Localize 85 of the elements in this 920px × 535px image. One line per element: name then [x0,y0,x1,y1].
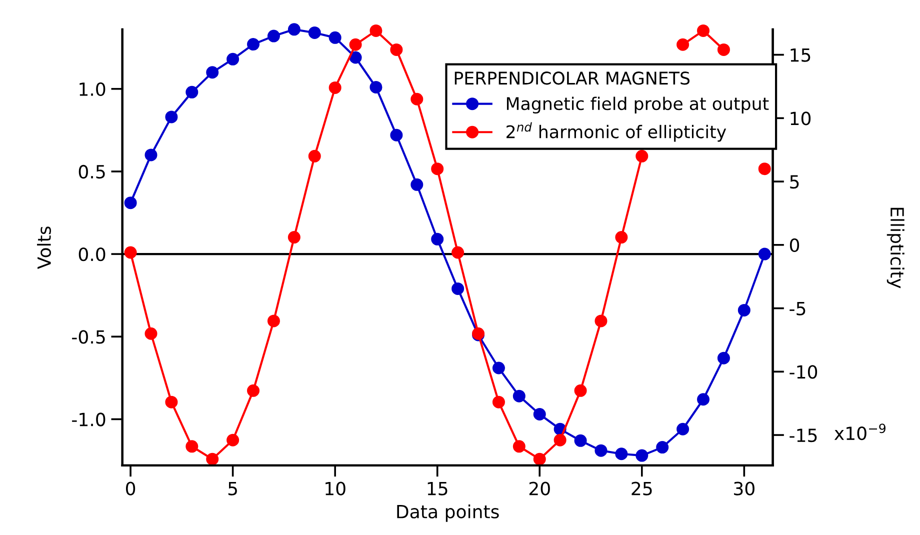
x-tick-label: 10 [326,482,346,496]
point [186,86,198,98]
point [492,396,505,408]
y-tick-label: 0.0 [78,248,106,262]
y2-tick-label: 10 [790,112,811,126]
point [758,248,771,260]
point [452,246,464,259]
point [410,178,424,191]
point [308,150,321,162]
point [615,231,628,244]
point [144,148,158,162]
y-tick-label: 0.5 [78,164,105,179]
y2-axis-title: Ellipticity [886,208,904,288]
y-tick-label: -1.0 [72,412,106,426]
point [431,162,444,176]
point [533,452,546,466]
point [226,434,240,446]
point [697,393,710,406]
point [328,31,342,44]
y2-tick-label: -10 [790,365,818,379]
point [676,38,690,51]
x-tick-label: 15 [428,482,448,496]
point [410,92,424,106]
point [288,231,300,244]
y-tick-label: 1.0 [80,82,106,96]
point [165,396,178,408]
point [574,434,587,447]
point [452,282,464,295]
x-tick-label: 20 [529,482,550,496]
point [615,448,628,460]
point [738,304,750,316]
text: x10$^{−9}$ [834,424,886,440]
point [594,314,608,328]
point [349,51,362,64]
legend-label: Magnetic field probe at output [506,96,769,114]
point [717,43,730,56]
point [390,128,403,142]
point [636,150,648,162]
point [574,384,587,397]
point [594,444,608,457]
point [676,422,690,436]
y-axis-title: Volts [37,226,51,270]
x-tick-label: 5 [228,482,237,496]
point [124,246,137,259]
y-tick-label: -0.5 [72,330,105,344]
x-tick-label: 30 [734,482,754,496]
point [431,232,444,246]
point [206,452,219,466]
point [124,196,137,210]
point [512,390,526,402]
legend-label: 2$^{nd}$ harmonic of ellipticity [506,122,726,142]
point [247,38,260,51]
y2-tick-label: 0 [790,238,800,252]
point [226,52,240,66]
point [758,162,771,176]
point [492,362,505,374]
point [144,327,158,340]
point [656,441,669,454]
y2-tick-label: -5 [790,302,806,316]
legend-title: PERPENDICOLAR MAGNETS [454,72,690,85]
point [349,38,362,51]
point [267,314,280,328]
point [186,440,198,453]
point [370,80,382,94]
point [288,23,300,36]
point [267,30,280,42]
point [533,408,546,420]
point [636,449,648,462]
point [165,110,178,124]
point [512,440,526,453]
point [697,24,710,37]
point [554,434,566,446]
y2-tick-label: 15 [790,48,810,62]
point [247,384,260,397]
point [206,66,219,79]
x-tick-label: 0 [126,482,136,496]
y2-tick-label: 5 [790,175,799,189]
y2-tick-label: -15 [790,428,817,442]
point [390,43,403,56]
point [370,24,382,37]
point [328,81,342,94]
x-tick-label: 25 [632,482,652,496]
point [308,26,321,39]
x-axis-title: Data points [397,504,499,522]
point [717,352,730,364]
